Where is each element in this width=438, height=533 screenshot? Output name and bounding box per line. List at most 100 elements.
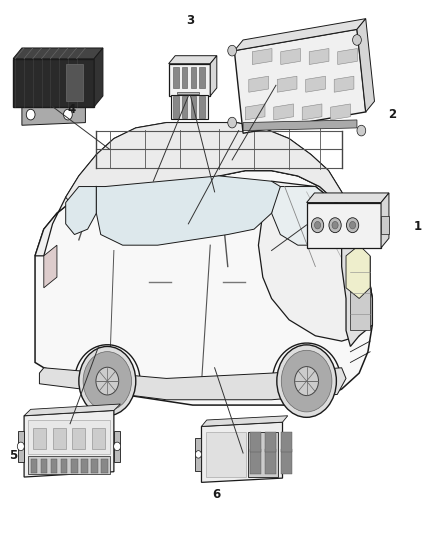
Polygon shape [357,19,374,112]
Polygon shape [277,76,297,92]
Polygon shape [24,404,120,416]
Bar [381,216,389,235]
Polygon shape [243,120,357,131]
Polygon shape [282,438,288,471]
Circle shape [228,117,237,128]
Bar [28,420,110,454]
Polygon shape [66,123,350,224]
Bar [206,432,246,477]
Polygon shape [22,107,85,125]
Polygon shape [306,76,325,92]
Circle shape [195,451,201,458]
Polygon shape [201,422,283,482]
Polygon shape [338,49,357,64]
Polygon shape [381,193,389,248]
Text: 6: 6 [212,488,221,500]
Circle shape [17,442,25,451]
Polygon shape [302,104,322,120]
Bar [199,96,205,118]
Circle shape [282,451,288,458]
Circle shape [353,35,361,45]
Bar [191,96,196,118]
Polygon shape [195,438,201,471]
Polygon shape [13,48,103,59]
Bar [182,96,187,118]
Bar [101,459,108,473]
Circle shape [329,217,341,232]
Polygon shape [258,181,372,341]
Bar [169,63,210,96]
Circle shape [281,350,332,412]
Polygon shape [114,431,120,462]
Bar [28,456,110,474]
Bar [92,428,105,449]
Text: 2: 2 [388,108,396,121]
Circle shape [311,217,324,232]
Polygon shape [328,213,346,229]
Bar [13,59,94,107]
Bar [307,203,381,248]
Circle shape [346,217,359,232]
Polygon shape [245,104,265,120]
Bar [350,256,370,330]
Bar [191,67,196,88]
Polygon shape [281,49,300,64]
Bar [71,459,78,473]
Polygon shape [94,48,103,107]
Polygon shape [66,187,96,235]
Circle shape [332,222,338,229]
Polygon shape [307,193,389,203]
Circle shape [357,125,366,136]
Bar [61,459,67,473]
Text: 1: 1 [414,220,422,233]
Bar [250,432,261,451]
Bar [248,432,278,477]
Bar [41,459,47,473]
Polygon shape [177,92,199,94]
Text: 4: 4 [68,103,76,116]
Circle shape [228,45,237,56]
Bar [53,428,66,449]
Circle shape [314,222,321,229]
Circle shape [96,367,119,395]
Polygon shape [252,49,272,64]
Bar [91,459,98,473]
Bar [265,432,276,451]
Polygon shape [201,416,288,426]
Bar [72,428,85,449]
Polygon shape [35,123,359,256]
Bar [81,459,88,473]
Circle shape [83,352,131,410]
Polygon shape [39,368,346,400]
Circle shape [114,442,121,451]
Bar [265,449,276,474]
Polygon shape [234,29,366,133]
Circle shape [350,222,356,229]
Polygon shape [210,56,217,96]
Polygon shape [234,19,366,51]
Circle shape [277,345,336,417]
Polygon shape [96,176,280,245]
Polygon shape [272,187,350,245]
Circle shape [79,346,136,416]
Polygon shape [309,49,329,64]
Bar [250,449,261,474]
Bar [173,67,179,88]
Polygon shape [331,104,350,120]
Bar [33,428,46,449]
Bar [199,67,205,88]
Bar [51,459,57,473]
Text: 3: 3 [187,14,194,27]
Circle shape [295,367,318,395]
Bar [173,96,179,118]
Bar [281,432,292,451]
Bar [171,95,208,119]
Text: 5: 5 [9,449,18,462]
Circle shape [64,109,72,120]
Polygon shape [334,76,354,92]
Polygon shape [44,245,57,288]
Bar [182,67,187,88]
Polygon shape [24,410,114,477]
Bar [31,459,37,473]
Polygon shape [169,56,217,64]
